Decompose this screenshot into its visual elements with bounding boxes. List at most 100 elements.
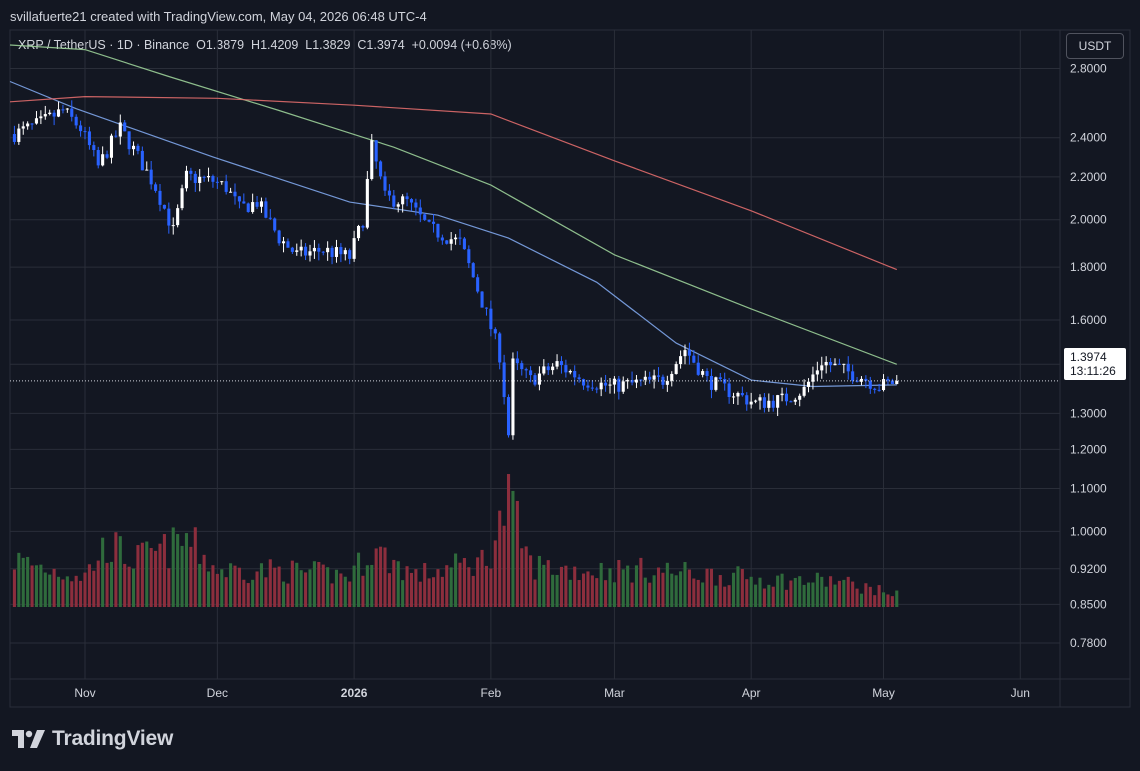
candle-body (771, 400, 775, 408)
volume-bar (233, 565, 237, 607)
volume-bar (555, 574, 559, 607)
candle-body (661, 376, 665, 385)
candle-body (264, 201, 268, 218)
price-tick-label: 2.2000 (1070, 170, 1107, 184)
volume-bar (17, 552, 21, 607)
candle-body (714, 377, 718, 390)
candle-body (873, 388, 877, 390)
candle-body (851, 371, 855, 381)
candle-body (149, 169, 153, 185)
volume-bar (573, 566, 577, 607)
candle-body (709, 375, 714, 390)
volume-bar (356, 552, 361, 607)
volume-bar (176, 534, 180, 607)
candle-body (21, 126, 25, 129)
candle-body (233, 191, 237, 197)
volume-bar (727, 585, 731, 607)
candle-body (281, 241, 286, 244)
candle-body (268, 217, 272, 219)
candle-body (220, 181, 224, 183)
volume-bar (679, 571, 683, 607)
candle-body (34, 118, 39, 124)
volume-bar (511, 490, 515, 607)
candle-body (745, 395, 749, 405)
volume-bar (687, 569, 691, 607)
candle-body (127, 131, 131, 150)
volume-bar (123, 563, 127, 607)
moving-average-line (9, 80, 897, 388)
candle-body (176, 208, 180, 226)
volume-bar (295, 562, 299, 607)
volume-bar (193, 527, 197, 607)
tradingview-logo[interactable]: TradingView (12, 727, 173, 751)
candle-body (436, 223, 440, 238)
candle-body (864, 378, 868, 381)
candle-body (515, 358, 519, 364)
candle-body (365, 178, 369, 228)
candle-body (401, 196, 405, 205)
candle-body (586, 385, 590, 388)
volume-bar (70, 581, 74, 607)
volume-bar (387, 573, 391, 607)
volume-bar (714, 585, 718, 607)
price-tick-label: 1.6000 (1070, 313, 1107, 327)
candle-body (352, 238, 356, 259)
candle-body (568, 370, 572, 373)
volume-bar (824, 586, 828, 607)
candle-body (12, 134, 16, 142)
volume-bar (542, 564, 546, 607)
candle-body (824, 361, 828, 366)
volume-bar (365, 565, 369, 607)
volume-bar (731, 572, 736, 607)
candle-body (639, 379, 643, 381)
candle-body (599, 382, 603, 390)
candle-body (52, 112, 56, 117)
currency-button[interactable]: USDT (1066, 33, 1124, 59)
candle-body (784, 393, 789, 402)
candle-body (312, 247, 316, 252)
candle-body (114, 135, 118, 137)
candle-body (502, 362, 506, 398)
candle-body (242, 201, 246, 204)
volume-bar (780, 573, 784, 607)
volume-bar (167, 568, 171, 607)
candle-body (56, 109, 61, 117)
volume-bar (26, 556, 30, 607)
volume-bar (533, 579, 537, 607)
candle-body (343, 250, 347, 255)
tradingview-wordmark: TradingView (52, 727, 174, 750)
volume-bar (740, 569, 744, 607)
legend-change: +0.0094 (+0.68%) (411, 38, 512, 52)
candle-body (798, 395, 802, 400)
time-axis-labels: Nov Dec 2026 Feb Mar Apr May Jun (74, 686, 1030, 700)
candle-body (317, 247, 321, 252)
legend-open-value: 1.3879 (205, 38, 245, 52)
volume-bar (506, 474, 511, 607)
volume-bar (608, 568, 612, 607)
volume-bar (524, 546, 528, 607)
candle-body (581, 379, 586, 386)
volume-bar (414, 569, 418, 607)
candle-body (454, 237, 458, 240)
volume-bar (273, 567, 277, 607)
volume-bar (806, 582, 811, 607)
candle-body (811, 374, 815, 382)
volume-bar (409, 572, 414, 607)
volume-bar (268, 559, 272, 607)
volume-bar (559, 566, 564, 607)
candle-body (414, 202, 418, 208)
volume-bar (127, 566, 131, 607)
candle-body (74, 116, 78, 126)
candle-body (780, 393, 784, 396)
volume-bar (471, 575, 475, 607)
legend-high-value: 1.4209 (260, 38, 299, 52)
candle-body (202, 176, 206, 178)
volume-bar (489, 568, 493, 607)
volume-bar (392, 559, 396, 607)
volume-bar (206, 571, 211, 607)
volume-bar (370, 564, 374, 607)
volume-bar (820, 576, 824, 607)
candle-body (308, 251, 312, 256)
moving-average-layer (9, 44, 898, 388)
